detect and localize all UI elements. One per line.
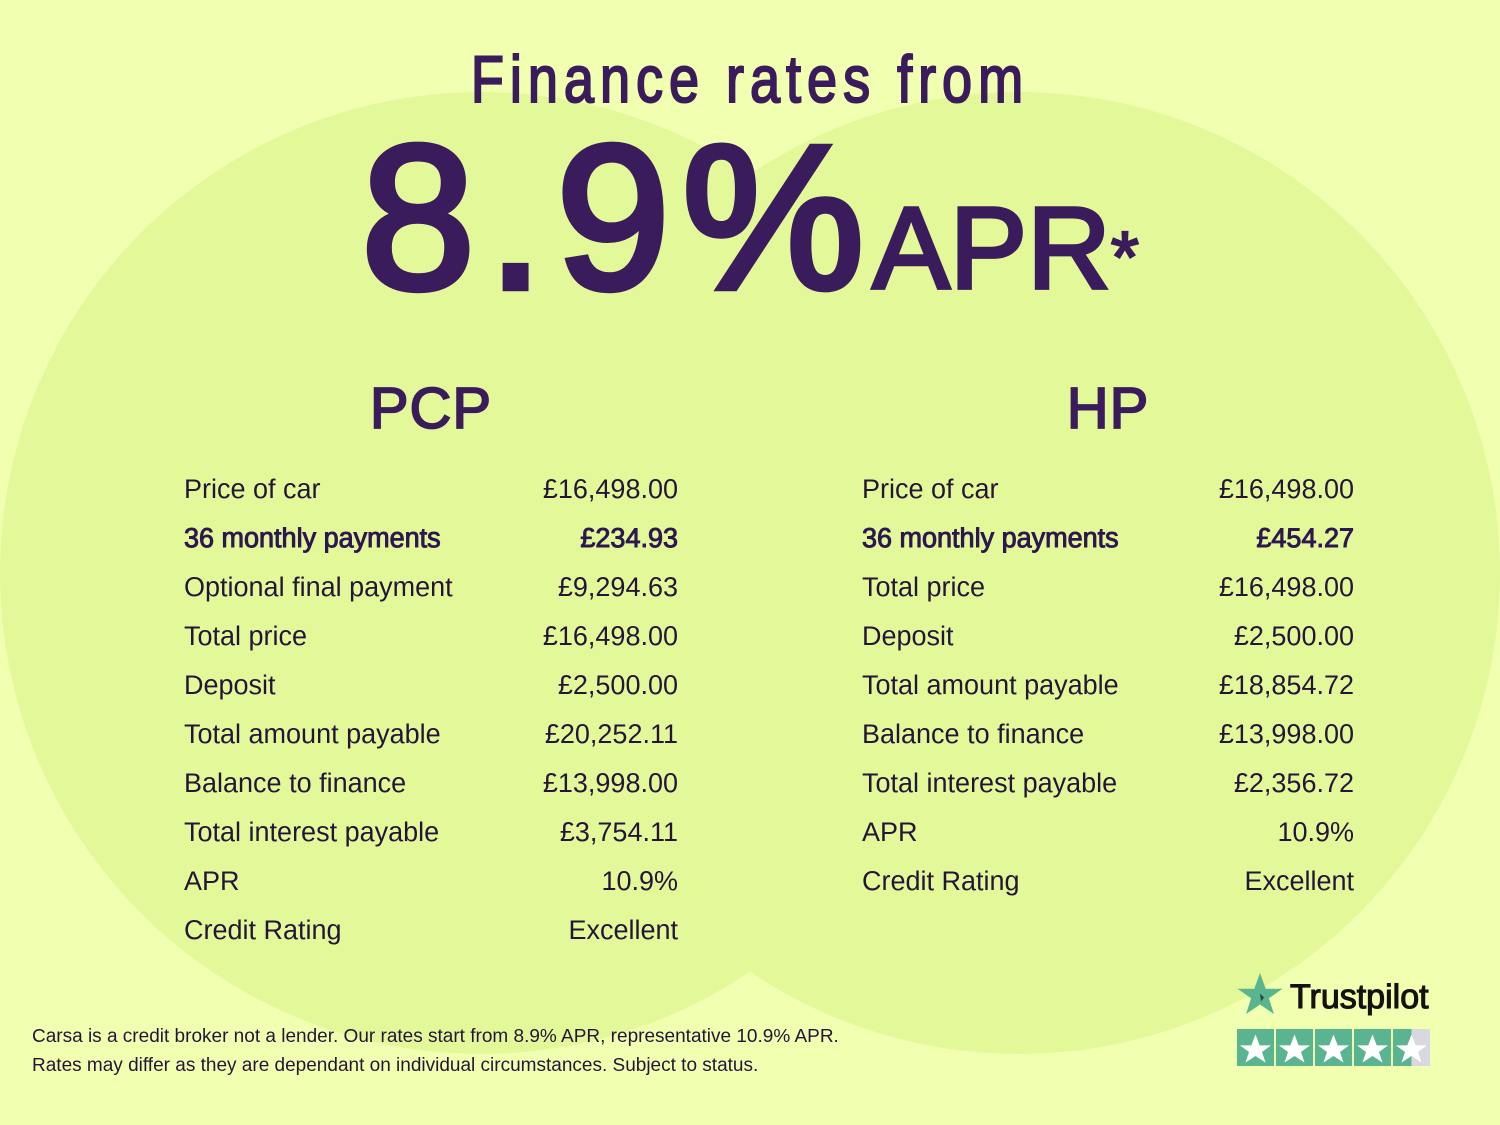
- svg-text:Trustpilot: Trustpilot: [1290, 978, 1429, 1016]
